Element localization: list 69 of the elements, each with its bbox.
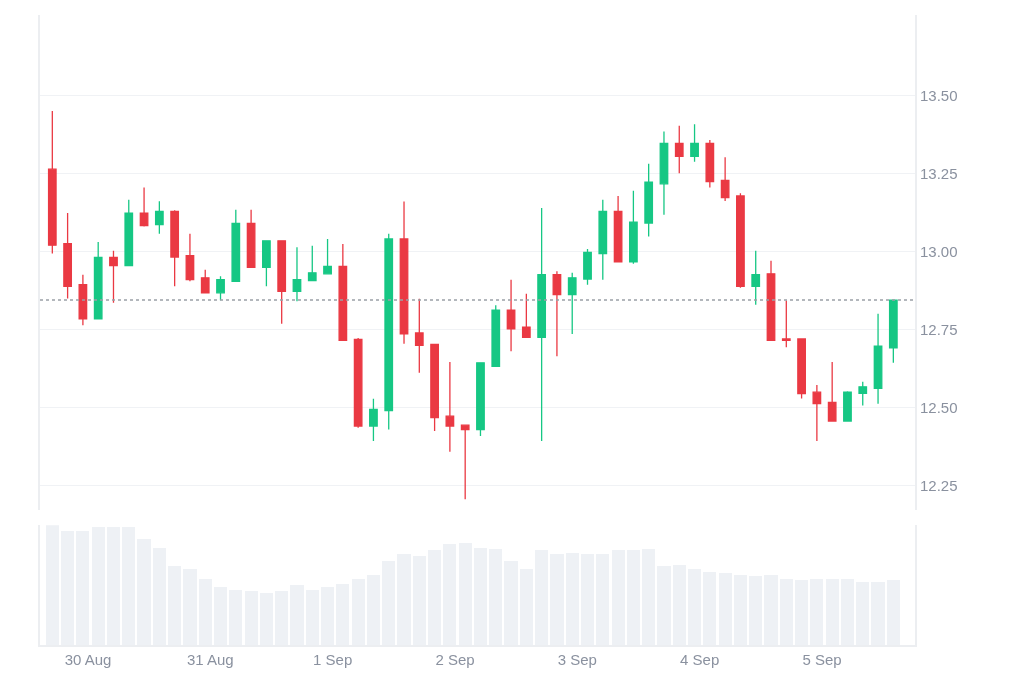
candlestick [888,299,898,364]
candlestick [277,240,287,325]
y-tick-label: 12.50 [920,398,958,416]
candlestick [109,250,118,304]
candlestick [414,298,424,374]
candlestick [139,186,149,228]
candlestick [170,209,180,287]
candlestick [690,123,699,163]
candlestick [858,381,868,407]
candlestick [567,272,577,335]
candlestick [93,241,103,320]
candlestick [537,207,547,442]
candlestick [812,384,822,442]
x-tick-label: 5 Sep [802,651,842,668]
candlestick [460,424,470,500]
x-tick-label: 3 Sep [557,651,597,668]
candlestick [476,362,485,437]
x-tick-label: 2 Sep [435,651,475,668]
candlestick [292,246,302,302]
candlestick [78,274,88,326]
candlestick [628,190,638,265]
candlestick [659,130,669,216]
candlestick [736,192,745,289]
x-tick-label: 31 Aug [186,651,234,668]
candlestick [63,212,73,300]
candlestick [369,398,378,442]
x-tick-label: 30 Aug [64,651,112,668]
candlestick [552,270,562,357]
candlestick [491,304,501,367]
candlestick [124,199,134,267]
candlestick [323,238,332,275]
candlestick [430,343,439,432]
candlestick [751,250,761,306]
y-tick-label: 13.50 [920,87,958,105]
candlestick [246,209,256,268]
y-tick-label: 12.75 [920,320,958,338]
candlestick [216,275,225,301]
candlestick [231,209,241,282]
candlestick [583,248,592,286]
candlestick [521,293,531,338]
candlestick [262,240,271,287]
candlestick [766,260,776,342]
candlestick [47,110,57,255]
candlestick [720,156,730,202]
candlestick [384,232,394,431]
candlestick [598,199,608,281]
candlestick [185,232,195,282]
candlestick [399,200,409,345]
candlestick [613,195,623,263]
candlestick [338,243,348,342]
y-tick-label: 13.00 [920,242,958,260]
candlestick [307,245,317,282]
x-tick-label: 1 Sep [313,651,353,668]
candlestick [781,299,791,348]
x-tick-label: 4 Sep [680,651,720,668]
candlestick [644,163,654,238]
y-tick-label: 13.25 [920,165,958,183]
candlestick [154,200,164,235]
candlestick [873,313,883,405]
candlestick [353,337,363,429]
candlestick [674,125,684,174]
candlestick [445,361,455,453]
candlestick [797,338,806,400]
candlestick [827,361,837,422]
y-tick-label: 12.25 [920,476,958,494]
candlestick [506,279,516,352]
candlestick [843,390,852,422]
candlestick [200,269,210,294]
candlestick [705,139,715,189]
